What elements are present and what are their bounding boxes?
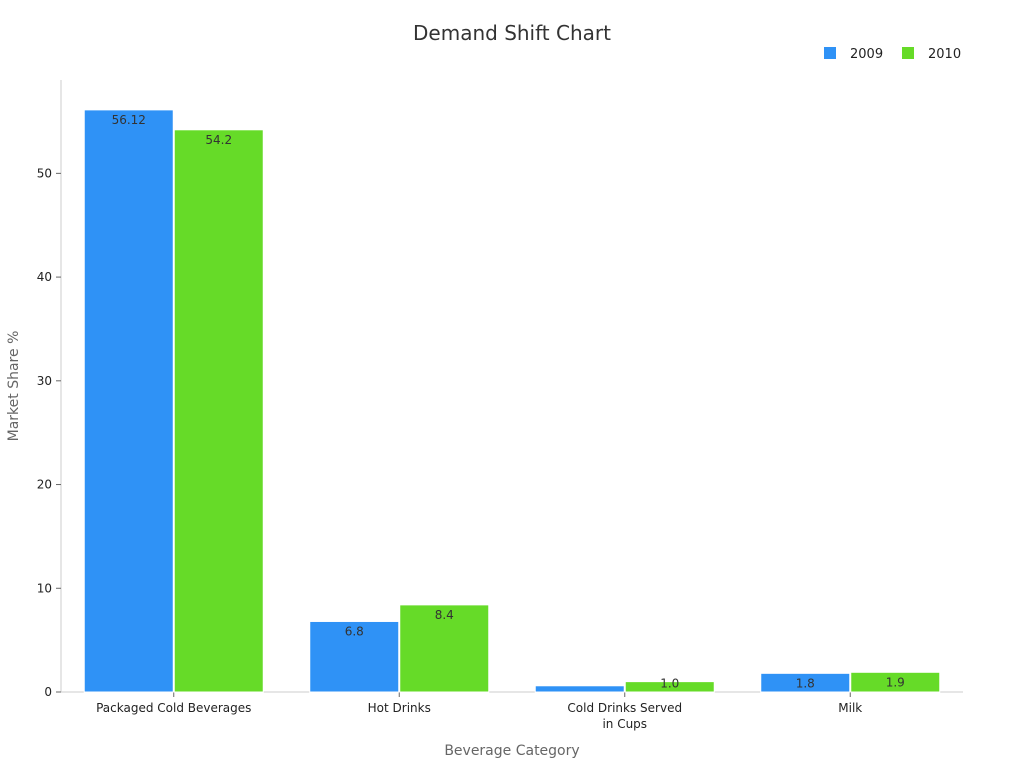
x-tick-label: Cold Drinks Served in Cups — [567, 701, 682, 731]
bar-2009 — [760, 672, 851, 693]
bar-2010 — [850, 671, 941, 693]
axes: 0 10 20 30 40 50 Packaged Cold Beverages Hot Dr… — [37, 80, 963, 731]
bar-value-label: 6.8 — [345, 624, 364, 638]
x-tick-label: Packaged Cold Beverages — [96, 701, 251, 715]
bar-value-label: 8.4 — [435, 608, 454, 622]
bar-2010 — [173, 129, 264, 693]
bar-2009 — [534, 685, 625, 693]
bar-value-label: 1.0 — [660, 677, 679, 691]
x-axis-title: Beverage Category — [444, 743, 579, 759]
bar-2010 — [399, 604, 490, 693]
y-tick-label: 10 — [37, 581, 52, 595]
bar-labels: 56.12 54.2 6.8 8.4 1.0 1.8 1.9 — [112, 113, 905, 691]
chart-title: Demand Shift Chart — [413, 21, 611, 45]
y-tick-label: 20 — [37, 478, 52, 492]
bars — [83, 109, 941, 693]
legend-label-2009: 2009 — [850, 47, 883, 62]
y-tick-label: 0 — [44, 685, 52, 699]
y-tick-label: 50 — [37, 166, 52, 180]
bar-2009 — [83, 109, 174, 693]
bar-2010 — [624, 681, 715, 693]
legend: 2009 2010 — [824, 47, 961, 62]
bar-value-label: 56.12 — [112, 113, 146, 127]
legend-label-2010: 2010 — [928, 47, 961, 62]
x-tick-label: Milk — [838, 701, 862, 715]
bar-value-label: 54.2 — [205, 133, 232, 147]
x-tick-label: Hot Drinks — [368, 701, 431, 715]
y-axis-title: Market Share % — [6, 331, 22, 442]
legend-swatch-2009 — [824, 47, 836, 59]
bar-value-label: 1.9 — [886, 675, 905, 689]
bar-2009 — [309, 620, 400, 693]
y-tick-label: 40 — [37, 270, 52, 284]
bar-value-label: 1.8 — [796, 676, 815, 690]
legend-swatch-2010 — [902, 47, 914, 59]
y-tick-label: 30 — [37, 374, 52, 388]
